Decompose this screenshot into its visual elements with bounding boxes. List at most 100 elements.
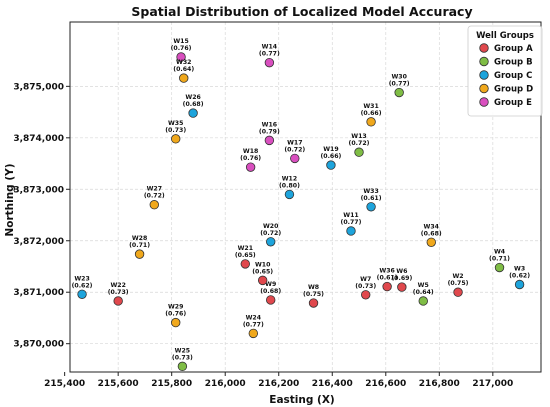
point-name-label: W18 [243, 148, 258, 155]
point-value-label: (0.66) [320, 153, 341, 160]
point-name-label: W6 [396, 268, 407, 275]
point-name-label: W23 [74, 275, 89, 282]
data-point-w26 [188, 108, 198, 118]
legend-label: Group B [494, 58, 533, 68]
plot-frame [69, 21, 542, 373]
point-value-label: (0.61) [361, 195, 382, 202]
point-name-label: W27 [147, 186, 162, 193]
data-point-w4 [494, 262, 505, 273]
point-name-label: W13 [351, 133, 366, 140]
data-point-w14 [264, 57, 275, 68]
point-name-label: W12 [282, 175, 297, 182]
point-name-label: W30 [391, 74, 407, 81]
point-name-label: W19 [323, 146, 338, 153]
point-value-label: (0.77) [389, 81, 410, 88]
x-tick-label: 216,600 [365, 379, 406, 389]
legend-marker [479, 56, 489, 67]
point-name-label: W31 [363, 103, 378, 110]
point-value-label: (0.72) [349, 140, 370, 147]
point-value-label: (0.71) [489, 256, 510, 263]
data-point-w19 [326, 160, 336, 170]
legend-items: Group A Group B Group C Group D Group E [479, 43, 533, 108]
point-value-label: (0.65) [252, 268, 273, 275]
data-point-w21 [240, 259, 250, 269]
point-name-label: W4 [494, 249, 506, 256]
x-axis-label: Easting (X) [269, 394, 334, 406]
point-name-label: W16 [262, 121, 277, 128]
x-axis-ticks: 215,400 215,600 215,800 216,000 216,200 216,4… [44, 372, 513, 389]
point-name-label: W26 [185, 94, 200, 101]
point-value-label: (0.68) [421, 230, 442, 237]
point-value-label: (0.77) [243, 321, 264, 328]
point-name-label: W7 [360, 276, 371, 283]
point-value-label: (0.62) [509, 273, 530, 280]
point-name-label: W28 [132, 235, 147, 242]
point-value-label: (0.76) [240, 155, 261, 162]
data-point-w27 [149, 200, 159, 210]
data-point-w3 [514, 279, 525, 290]
point-name-label: W5 [418, 282, 429, 289]
x-tick-label: 216,000 [205, 379, 246, 389]
point-name-label: W2 [452, 273, 463, 280]
chart-title: Spatial Distribution of Localized Model … [131, 4, 472, 19]
legend: Well Groups Group A Group B Group C Group D… [467, 25, 543, 117]
point-value-label: (0.72) [284, 146, 305, 153]
point-name-label: W14 [262, 44, 278, 51]
grid-lines [70, 22, 541, 372]
data-point-w15 [176, 52, 186, 62]
point-name-label: W33 [363, 188, 378, 195]
data-point-w17 [290, 153, 300, 164]
point-name-label: W24 [246, 314, 262, 321]
data-point-w7 [361, 290, 371, 300]
data-point-w10 [257, 275, 268, 286]
data-point-w25 [177, 361, 188, 372]
point-name-label: W11 [343, 212, 358, 219]
data-point-w35 [171, 134, 181, 144]
point-value-label: (0.69) [391, 275, 412, 282]
data-point-w18 [245, 162, 256, 172]
legend-marker [479, 70, 489, 80]
data-point-w6 [397, 282, 407, 292]
x-tick-label: 216,800 [419, 379, 460, 389]
point-value-label: (0.68) [183, 101, 204, 108]
point-name-label: W34 [424, 223, 440, 230]
data-points: W2(0.75)W3(0.62)W4(0.71)W5(0.64)W6(0.69)… [72, 38, 530, 372]
y-axis-ticks: 3,870,000 3,871,000 3,872,000 3,873,000 3,87… [13, 82, 70, 350]
point-name-label: W8 [308, 284, 319, 291]
legend-label: Group C [494, 71, 532, 81]
point-value-label: (0.75) [448, 280, 469, 287]
point-name-label: W15 [173, 38, 188, 45]
x-tick-label: 215,600 [98, 379, 139, 389]
data-point-w8 [308, 298, 319, 308]
y-tick-label: 3,872,000 [13, 237, 64, 247]
data-point-w5 [418, 296, 428, 306]
x-tick-label: 217,000 [472, 379, 513, 389]
data-point-w24 [248, 328, 259, 339]
point-value-label: (0.76) [171, 45, 192, 52]
data-point-w33 [366, 202, 376, 212]
point-value-label: (0.72) [144, 193, 165, 200]
point-name-label: W36 [379, 268, 394, 275]
point-name-label: W32 [176, 59, 191, 66]
data-point-w30 [394, 87, 404, 98]
point-name-label: W29 [168, 304, 183, 311]
data-point-w20 [266, 237, 276, 247]
data-point-w11 [346, 226, 356, 236]
point-name-label: W17 [287, 139, 302, 146]
point-name-label: W35 [168, 120, 183, 127]
legend-marker [479, 43, 489, 53]
point-name-label: W10 [255, 261, 271, 268]
point-value-label: (0.73) [108, 289, 129, 296]
point-value-label: (0.64) [173, 66, 194, 73]
point-value-label: (0.61) [377, 275, 398, 282]
point-value-label: (0.71) [129, 242, 150, 249]
data-point-w29 [171, 317, 181, 328]
point-value-label: (0.66) [361, 110, 382, 117]
point-value-label: (0.76) [165, 311, 186, 318]
point-value-label: (0.77) [341, 219, 362, 226]
point-value-label: (0.80) [279, 182, 300, 189]
legend-label: Group D [494, 85, 533, 95]
x-tick-label: 215,800 [151, 379, 192, 389]
point-name-label: W25 [175, 347, 190, 354]
legend-marker [479, 83, 489, 94]
